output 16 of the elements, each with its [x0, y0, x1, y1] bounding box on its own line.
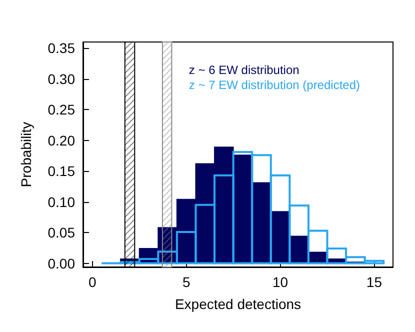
y-tick-label: 0.30 [48, 70, 76, 87]
x-tick-label: 0 [88, 274, 96, 290]
x-tick-label: 5 [182, 274, 190, 290]
text: z ~ 7 EW distribution (predicted) [188, 78, 360, 92]
y-tick-label: 0.15 [48, 163, 76, 180]
y-tick-label: 0.20 [48, 132, 76, 148]
y-tick-label: 0.10 [48, 194, 76, 210]
x-tick-label: 15 [366, 274, 382, 290]
y-axis-title: Probability [18, 122, 34, 188]
text: z ~ 6 EW distribution [188, 63, 300, 77]
y-tick-label: 0.05 [48, 224, 76, 241]
x-tick-label: 10 [272, 274, 288, 290]
x-axis-title: Expected detections [174, 296, 302, 312]
y-tick-label: 0.25 [48, 102, 76, 118]
y-tick-label: 0.00 [48, 255, 76, 272]
y-tick-label: 0.35 [48, 40, 76, 56]
